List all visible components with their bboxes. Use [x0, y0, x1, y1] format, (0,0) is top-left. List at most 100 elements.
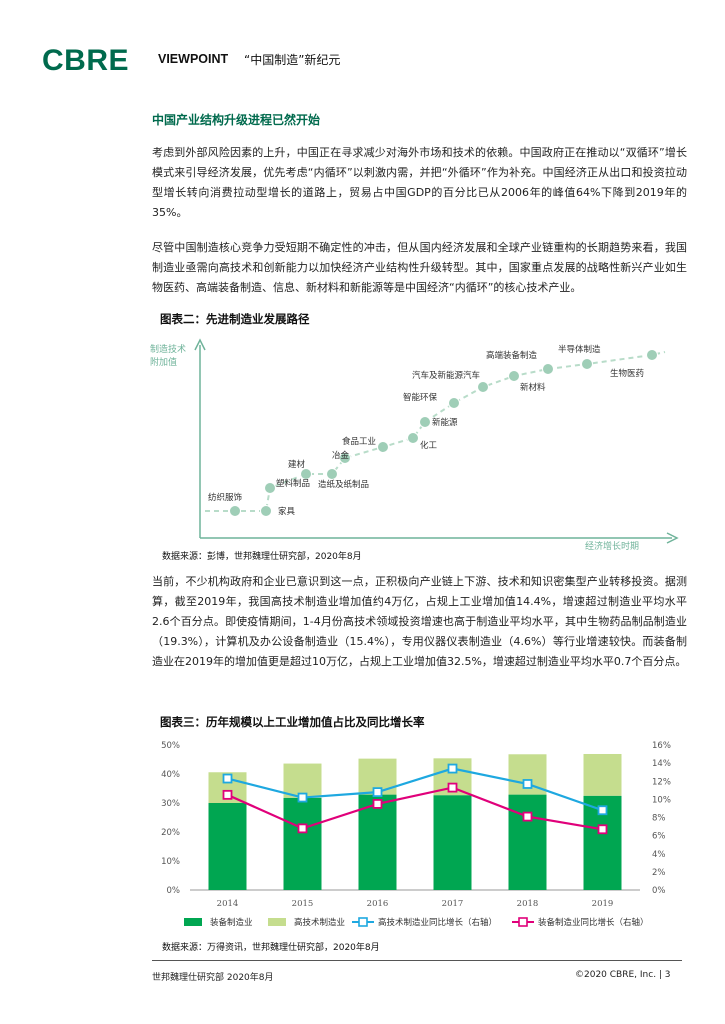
- bar-equipment: [508, 794, 547, 890]
- line-hightech-growth: [227, 767, 603, 812]
- right-tick-label: 6%: [652, 832, 666, 842]
- bar-hightech: [583, 753, 622, 796]
- legend-label: 高技术制造业同比增长（右轴）: [378, 917, 497, 928]
- category-label: 2018: [517, 899, 539, 909]
- bar-equipment: [433, 795, 472, 890]
- legend-marker: [518, 917, 528, 927]
- legend-swatch: [268, 918, 286, 926]
- page-header: CBRE VIEWPOINT “中国制造”新纪元: [42, 44, 682, 78]
- stage-marker: [448, 397, 460, 409]
- line-point: [222, 773, 233, 784]
- line-point: [372, 787, 383, 798]
- chart-lines: [222, 763, 608, 835]
- figure3-title: 图表三：历年规模以上工业增加值占比及同比增长率: [160, 715, 425, 729]
- left-tick-label: 30%: [161, 799, 180, 809]
- stage-marker: [508, 370, 520, 382]
- stage-marker: [477, 381, 489, 393]
- x-axis-label: 经济增长时期: [585, 540, 639, 552]
- left-tick-label: 0%: [167, 886, 181, 896]
- legend-label: 装备制造业: [210, 917, 253, 928]
- line-point: [597, 824, 608, 835]
- stage-label: 食品工业: [342, 436, 376, 447]
- stage-label: 塑料制品: [276, 478, 310, 489]
- stage-marker: [377, 441, 389, 453]
- paragraph-3: 当前，不少机构政府和企业已意识到这一点，正积极向产业链上下游、技术和知识密集型产…: [152, 575, 687, 668]
- bar-hightech: [283, 763, 322, 798]
- series-label: VIEWPOINT: [158, 52, 229, 66]
- figure3-source: 数据来源：万得资讯，世邦魏理仕研究部，2020年8月: [162, 943, 380, 953]
- line-point: [447, 782, 458, 793]
- stage-marker: [326, 468, 338, 480]
- stage-marker: [339, 452, 351, 464]
- legend-label: 高技术制造业: [294, 917, 345, 928]
- legend-label: 装备制造业同比增长（右轴）: [538, 917, 649, 928]
- right-tick-label: 4%: [652, 850, 666, 860]
- bar-equipment: [283, 797, 322, 890]
- stage-marker: [229, 505, 241, 517]
- chart-legend: 装备制造业 高技术制造业 高技术制造业同比增长（右轴） 装备制造业同比增长（右轴）: [184, 917, 649, 928]
- category-label: 2017: [442, 899, 464, 909]
- category-label: 2015: [292, 899, 314, 909]
- stage-label: 纺织服饰: [208, 492, 243, 503]
- y-axis-label: 制造技术附加值: [150, 343, 186, 368]
- category-label: 2014: [217, 899, 239, 909]
- stage-label: 冶金: [332, 450, 350, 461]
- line-point: [372, 799, 383, 809]
- left-tick-label: 20%: [161, 828, 180, 838]
- legend-swatch: [184, 918, 202, 926]
- stage-label: 新材料: [520, 382, 546, 393]
- x-axis-arrow: [666, 532, 679, 544]
- line-point: [222, 789, 233, 800]
- right-tick-label: 8%: [652, 814, 666, 824]
- left-tick-label: 50%: [161, 741, 180, 751]
- line-equipment-growth: [227, 786, 603, 831]
- right-tick-label: 0%: [652, 886, 666, 896]
- stage-label: 智能环保: [403, 392, 438, 403]
- chart-bars: [208, 753, 622, 890]
- stage-marker: [300, 468, 312, 480]
- stage-label: 家具: [278, 506, 296, 517]
- report-subject: “中国制造”新纪元: [244, 53, 341, 67]
- y-axis-arrow: [194, 338, 206, 351]
- cbre-logo: CBRE: [42, 44, 130, 77]
- category-label: 2019: [592, 899, 614, 909]
- value-added-chart: 0% 10% 20% 30% 40% 50% 0% 2% 4% 6% 8% 10% 12% 14% 16% 2…: [161, 741, 671, 928]
- figure2-source: 数据来源：彭博，世邦魏理仕研究部，2020年8月: [162, 552, 362, 562]
- stage-marker: [646, 349, 658, 361]
- section-title: 中国产业结构升级进程已然开始: [152, 113, 321, 127]
- stage-label: 新能源: [432, 417, 458, 428]
- line-point: [297, 792, 308, 803]
- left-tick-label: 10%: [161, 857, 180, 867]
- category-label: 2016: [367, 899, 389, 909]
- stage-label: 生物医药: [610, 368, 644, 379]
- stage-label: 建材: [288, 459, 306, 470]
- right-tick-label: 12%: [652, 777, 671, 787]
- bar-equipment: [208, 803, 247, 890]
- stage-marker: [260, 505, 272, 517]
- development-path: [205, 349, 666, 517]
- paragraph-2: 尽管中国制造核心竞争力受短期不确定性的冲击，但从国内经济发展和全球产业链重构的长…: [152, 241, 687, 294]
- footer-credit: 世邦魏理仕研究部 2020年8月: [152, 973, 274, 983]
- line-point: [597, 805, 608, 816]
- path-line: [205, 351, 666, 512]
- right-tick-label: 10%: [652, 795, 671, 805]
- figure2-title: 图表二：先进制造业发展路径: [160, 312, 310, 326]
- stage-marker: [419, 416, 431, 428]
- stage-marker: [264, 482, 276, 494]
- right-tick-label: 2%: [652, 868, 666, 878]
- footer-divider: [152, 960, 682, 961]
- stage-label: 汽车及新能源汽车: [412, 370, 480, 381]
- left-tick-label: 40%: [161, 770, 180, 780]
- line-point: [522, 779, 533, 789]
- stage-label: 半导体制造: [558, 344, 601, 355]
- footer-copyright: ©2020 CBRE, Inc. | 3: [575, 970, 671, 980]
- stage-marker: [407, 432, 419, 444]
- line-point: [522, 811, 533, 822]
- legend-marker: [358, 917, 368, 927]
- stage-marker: [581, 358, 593, 370]
- stage-label: 化工: [420, 440, 438, 451]
- right-tick-label: 16%: [652, 741, 671, 751]
